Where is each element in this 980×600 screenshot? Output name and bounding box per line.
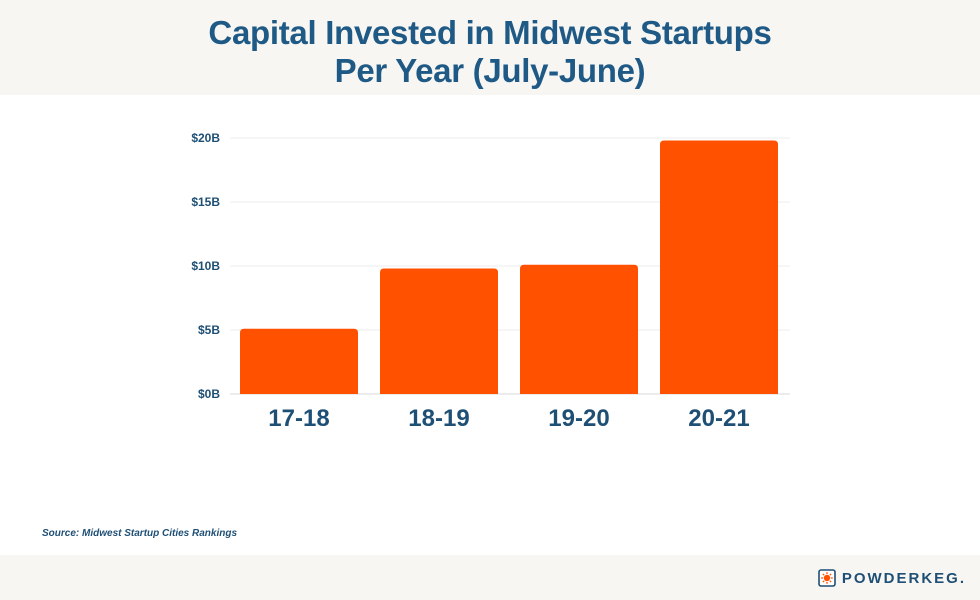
- bar-19-20: [520, 264, 638, 394]
- x-tick-label: 19-20: [548, 405, 609, 432]
- y-tick-label: $15B: [191, 195, 220, 209]
- y-tick-label: $20B: [191, 131, 220, 145]
- powderkeg-logo-icon: [818, 569, 836, 587]
- y-tick-label: $0B: [198, 387, 220, 401]
- source-note: Source: Midwest Startup Cities Rankings: [42, 528, 238, 539]
- x-tick-label: 20-21: [688, 405, 749, 432]
- brand-name: POWDERKEG.: [841, 569, 966, 587]
- chart-title-line-2: Per Year (July-June): [334, 52, 646, 89]
- chart-title: Capital Invested in Midwest Startups Per…: [0, 14, 980, 90]
- chart-title-line-1: Capital Invested in Midwest Startups: [208, 14, 772, 51]
- bar-20-21: [660, 140, 778, 394]
- footer-band: [0, 555, 980, 600]
- x-tick-label: 17-18: [268, 405, 329, 432]
- bar-17-18: [240, 328, 358, 394]
- bar-chart: $0B $5B $10B $15B $20B 17-18 18-19 19-20 20-21: [191, 131, 790, 432]
- y-tick-label: $5B: [198, 323, 220, 337]
- x-tick-label: 18-19: [408, 405, 469, 432]
- y-tick-label: $10B: [191, 259, 220, 273]
- brand-logo: POWDERKEG.: [818, 567, 966, 589]
- chart-area: $0B $5B $10B $15B $20B 17-18 18-19 19-20 20-21: [0, 95, 980, 555]
- header-band: [0, 0, 980, 95]
- bar-18-19: [380, 268, 498, 394]
